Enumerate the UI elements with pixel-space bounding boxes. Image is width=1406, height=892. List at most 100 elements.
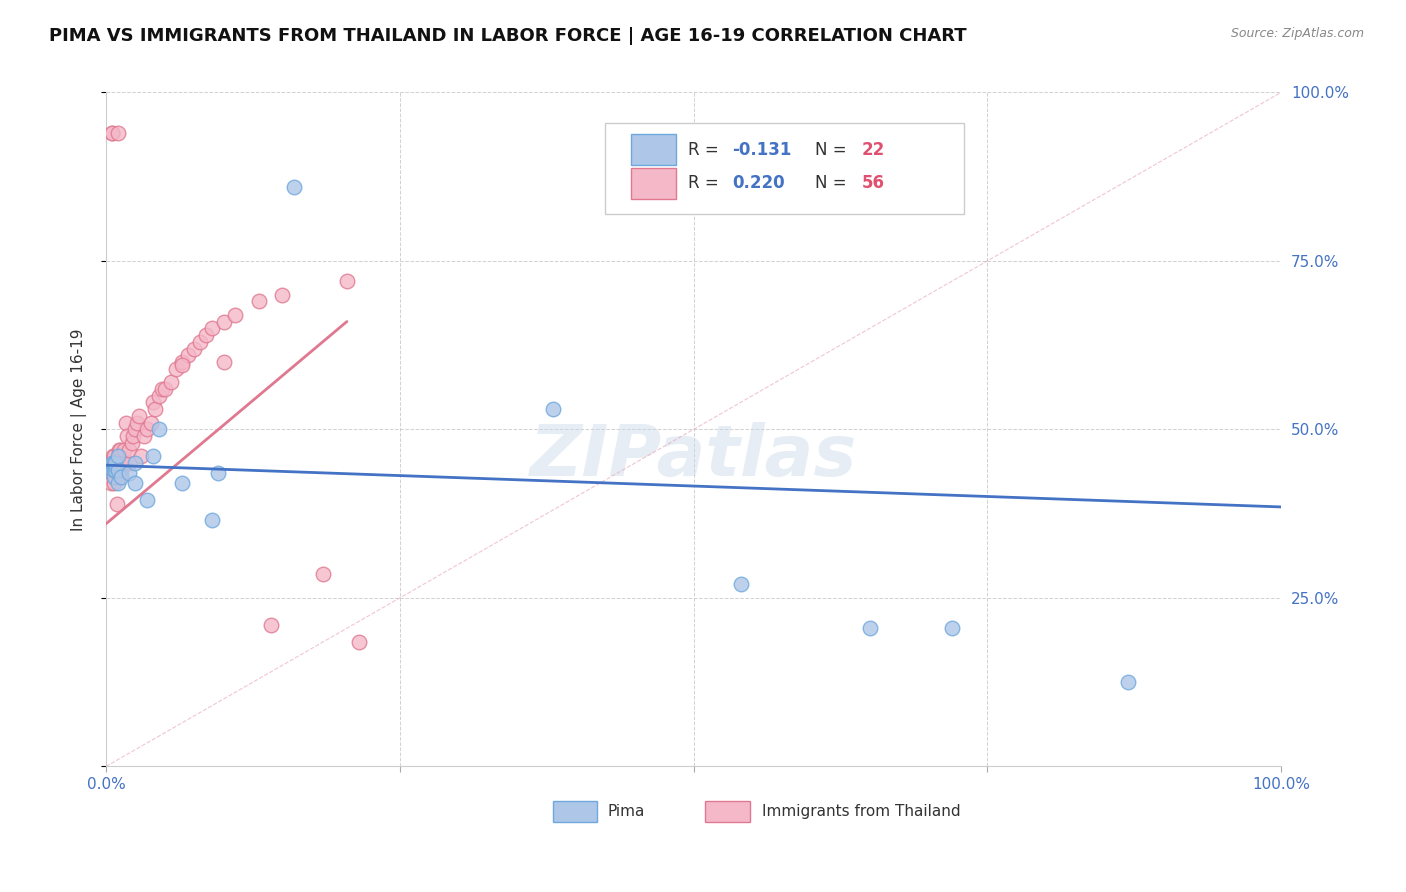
FancyBboxPatch shape	[631, 169, 676, 199]
Point	[100, 476, 122, 491]
Point	[122, 429, 145, 443]
Point	[259, 618, 281, 632]
Point	[124, 422, 146, 436]
Point	[103, 450, 125, 464]
Point	[111, 456, 134, 470]
Point	[859, 621, 882, 635]
Point	[107, 463, 129, 477]
Point	[103, 456, 125, 470]
Text: N =: N =	[814, 141, 852, 159]
Point	[103, 469, 125, 483]
Point	[730, 577, 752, 591]
Point	[207, 467, 229, 481]
FancyBboxPatch shape	[606, 123, 965, 214]
Point	[148, 389, 170, 403]
Text: N =: N =	[814, 174, 852, 193]
Point	[124, 476, 146, 491]
Text: 56: 56	[862, 174, 884, 193]
Point	[104, 456, 127, 470]
Point	[107, 463, 129, 477]
Point	[143, 402, 166, 417]
Point	[224, 308, 246, 322]
Point	[139, 416, 162, 430]
FancyBboxPatch shape	[706, 801, 749, 822]
Point	[159, 376, 181, 390]
Text: R =: R =	[688, 174, 724, 193]
Point	[108, 456, 131, 470]
Point	[103, 456, 125, 470]
Point	[101, 463, 124, 477]
Point	[101, 456, 124, 470]
Point	[121, 436, 143, 450]
Point	[129, 450, 152, 464]
FancyBboxPatch shape	[553, 801, 598, 822]
Point	[107, 450, 129, 464]
Point	[101, 463, 124, 477]
Point	[166, 361, 188, 376]
Point	[188, 334, 211, 349]
Point	[101, 450, 124, 464]
Point	[103, 476, 125, 491]
Point	[115, 416, 138, 430]
Point	[101, 126, 124, 140]
Point	[142, 395, 165, 409]
Point	[98, 469, 121, 483]
Y-axis label: In Labor Force | Age 16-19: In Labor Force | Age 16-19	[72, 328, 87, 531]
Point	[101, 456, 124, 470]
Point	[128, 409, 150, 423]
Point	[153, 382, 176, 396]
Point	[105, 497, 128, 511]
Point	[108, 450, 131, 464]
Point	[283, 179, 305, 194]
Point	[132, 429, 155, 443]
Point	[118, 456, 141, 470]
Point	[172, 355, 194, 369]
Point	[108, 469, 131, 483]
Point	[125, 416, 148, 430]
Point	[183, 342, 205, 356]
Text: 0.220: 0.220	[733, 174, 785, 193]
Point	[110, 463, 132, 477]
FancyBboxPatch shape	[631, 135, 676, 165]
Point	[110, 469, 132, 483]
Point	[541, 402, 564, 417]
Point	[201, 513, 224, 527]
Point	[136, 422, 159, 436]
Point	[177, 348, 200, 362]
Point	[148, 422, 170, 436]
Point	[247, 294, 270, 309]
Point	[101, 463, 124, 477]
Point	[105, 463, 128, 477]
Text: PIMA VS IMMIGRANTS FROM THAILAND IN LABOR FORCE | AGE 16-19 CORRELATION CHART: PIMA VS IMMIGRANTS FROM THAILAND IN LABO…	[49, 27, 967, 45]
Point	[108, 442, 131, 457]
Text: Immigrants from Thailand: Immigrants from Thailand	[762, 804, 960, 819]
Point	[118, 442, 141, 457]
Point	[142, 450, 165, 464]
Point	[212, 314, 235, 328]
Point	[194, 328, 217, 343]
Point	[107, 456, 129, 470]
Point	[312, 567, 335, 582]
Point	[172, 359, 194, 373]
Text: ZIPatlas: ZIPatlas	[530, 422, 858, 491]
Text: Source: ZipAtlas.com: Source: ZipAtlas.com	[1230, 27, 1364, 40]
Point	[201, 321, 224, 335]
Point	[107, 476, 129, 491]
Point	[112, 456, 135, 470]
Point	[104, 463, 127, 477]
Point	[108, 442, 131, 457]
Point	[101, 126, 124, 140]
Point	[212, 355, 235, 369]
Point	[152, 382, 174, 396]
Point	[118, 467, 141, 481]
Point	[104, 459, 127, 474]
Point	[104, 469, 127, 483]
Text: R =: R =	[688, 141, 724, 159]
Text: 22: 22	[862, 141, 884, 159]
Point	[107, 126, 129, 140]
Point	[112, 442, 135, 457]
Point	[941, 621, 963, 635]
Point	[347, 634, 370, 648]
Text: -0.131: -0.131	[733, 141, 792, 159]
Point	[172, 476, 194, 491]
